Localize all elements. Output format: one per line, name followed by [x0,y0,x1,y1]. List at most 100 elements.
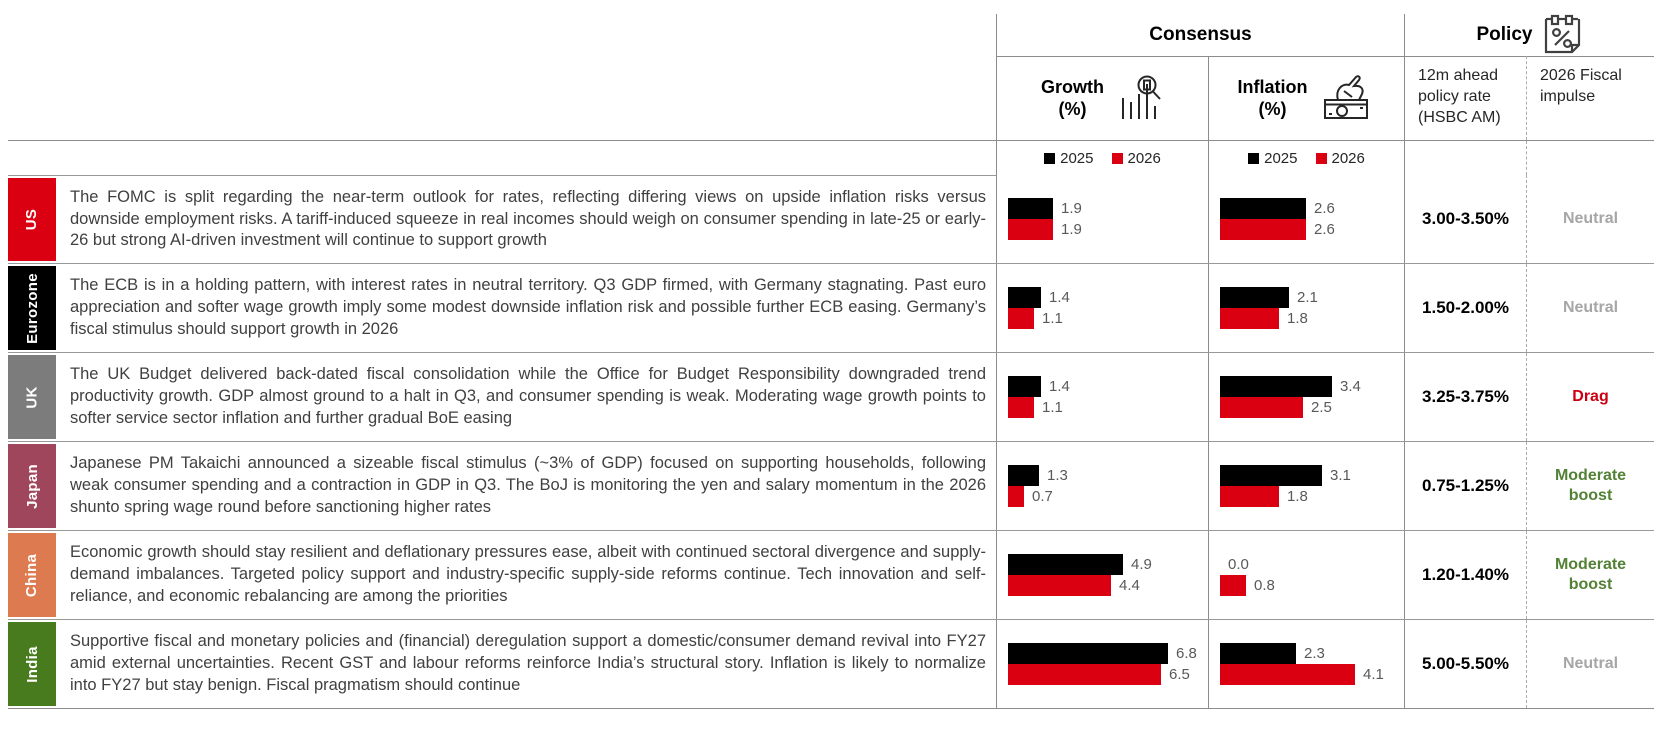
region-name: UK [23,385,41,409]
legend-spacer-rate [1404,141,1526,175]
fiscal-impulse-cell: Moderate boost [1526,442,1654,530]
growth-value-2025: 1.9 [1061,200,1082,217]
region-label-cell: UK [8,353,56,441]
growth-chart-cell: 1.4 1.1 [996,264,1208,352]
policy-rate-cell: 5.00-5.50% [1404,620,1526,708]
legend-item-2025: 2025 [1044,149,1094,167]
commentary-text: Supportive fiscal and monetary policies … [70,632,986,694]
inflation-bar-row-2025: 2.1 [1220,287,1318,308]
legend-item-2026: 2026 [1315,150,1365,167]
growth-value-2025: 1.4 [1049,289,1070,306]
growth-bar-row-2025: 1.3 [1008,465,1068,486]
inflation-bar-2025 [1220,376,1332,397]
inflation-chart-cell: 3.1 1.8 [1208,442,1404,530]
growth-bar-2025 [1008,643,1168,664]
legend-spacer-text [56,141,996,175]
inflation-bars: 0.0 0.8 [1220,554,1275,596]
policy-rate-value: 1.20-1.40% [1422,565,1509,584]
inflation-value-2025: 3.4 [1340,378,1361,395]
region-color-block: China [8,533,56,617]
growth-bars: 1.3 0.7 [1008,465,1068,507]
fiscal-impulse-value: Moderate boost [1554,467,1627,504]
legend-spacer [8,141,56,175]
policy-rate-column-header: 12m ahead policy rate (HSBC AM) [1404,56,1526,140]
fiscal-impulse-column-header: 2026 Fiscal impulse [1526,56,1654,140]
legend-label-2025: 2025 [1060,149,1094,167]
inflation-column-header: Inflation (%) [1208,56,1404,140]
fiscal-impulse-cell: Neutral [1526,620,1654,708]
region-color-block: Japan [8,444,56,528]
region-label-cell: Japan [8,442,56,530]
fiscal-impulse-value: Neutral [1562,210,1619,227]
region-label-cell: India [8,620,56,708]
region-label-cell: US [8,175,56,263]
fiscal-impulse-cell: Neutral [1526,175,1654,263]
inflation-bar-row-2026: 4.1 [1220,664,1384,685]
table-row: US The FOMC is split regarding the near-… [8,175,1654,263]
region-name: China [23,553,41,597]
growth-bars: 1.4 1.1 [1008,287,1070,329]
inflation-bar-2026 [1220,664,1355,685]
growth-title-text: Growth [1041,76,1104,97]
growth-value-2026: 1.1 [1042,399,1063,416]
fiscal-impulse-value: Drag [1572,388,1609,405]
region-color-block: Eurozone [8,266,56,350]
policy-rate-value: 5.00-5.50% [1422,654,1509,673]
growth-bar-2025 [1008,198,1053,219]
fiscal-impulse-value: Moderate boost [1554,556,1627,593]
legend-row: 2025 2026 2025 2026 [8,141,1654,175]
inflation-bar-2025 [1220,465,1322,486]
legend-swatch-2026 [1315,152,1327,164]
inflation-bars: 3.4 2.5 [1220,376,1361,418]
inflation-value-2026: 0.8 [1254,577,1275,594]
inflation-bar-2025 [1220,198,1306,219]
policy-rate-value: 3.25-3.75% [1422,387,1509,406]
inflation-bar-2026 [1220,575,1246,596]
inflation-bar-row-2026: 2.6 [1220,219,1335,240]
growth-chart-cell: 1.4 1.1 [996,353,1208,441]
inflation-bar-2025 [1220,643,1296,664]
growth-bar-2025 [1008,287,1041,308]
growth-bar-2026 [1008,219,1053,240]
growth-value-2026: 6.5 [1169,666,1190,683]
table-row: Eurozone The ECB is in a holding pattern… [8,263,1654,352]
commentary-text: The UK Budget delivered back-dated fisca… [70,365,986,427]
growth-value-2026: 1.1 [1042,310,1063,327]
policy-rate-value: 0.75-1.25% [1422,476,1509,495]
growth-value-2026: 1.9 [1061,221,1082,238]
growth-chart-cell: 1.3 0.7 [996,442,1208,530]
inflation-value-2025: 2.3 [1304,645,1325,662]
inflation-bar-2026 [1220,308,1279,329]
growth-bar-row-2026: 1.1 [1008,308,1070,329]
legend-label-2026: 2026 [1127,149,1161,167]
inflation-bars: 3.1 1.8 [1220,465,1351,507]
inflation-chart-cell: 2.6 2.6 [1208,175,1404,263]
policy-group-header: Policy [1404,14,1654,57]
region-name: Japan [23,463,41,509]
legend-swatch-2025 [1248,152,1260,164]
region-label-cell: Eurozone [8,264,56,352]
commentary-cell: The UK Budget delivered back-dated fisca… [56,353,996,441]
growth-bar-2025 [1008,376,1041,397]
inflation-bar-row-2026: 2.5 [1220,397,1361,418]
growth-value-2025: 1.4 [1049,378,1070,395]
table-row: India Supportive fiscal and monetary pol… [8,619,1654,709]
fiscal-impulse-cell: Drag [1526,353,1654,441]
inflation-value-2026: 2.6 [1314,221,1335,238]
growth-bars: 6.8 6.5 [1008,643,1197,685]
hand-taking-money-icon [1322,74,1376,122]
commentary-cell: Japanese PM Takaichi announced a sizeabl… [56,442,996,530]
region-name: US [23,208,41,231]
consensus-group-header: Consensus [996,14,1404,57]
inflation-bars: 2.3 4.1 [1220,643,1384,685]
region-color-block: US [8,178,56,261]
inflation-bar-row-2025: 3.4 [1220,376,1361,397]
growth-value-2026: 4.4 [1119,577,1140,594]
legend-spacer-fiscal [1526,141,1654,175]
growth-bar-row-2025: 1.4 [1008,287,1070,308]
inflation-bar-row-2025: 3.1 [1220,465,1351,486]
region-label-cell: China [8,531,56,619]
growth-bar-2025 [1008,554,1123,575]
legend-swatch-2025 [1044,152,1056,164]
calendar-percent-icon [1542,14,1582,56]
